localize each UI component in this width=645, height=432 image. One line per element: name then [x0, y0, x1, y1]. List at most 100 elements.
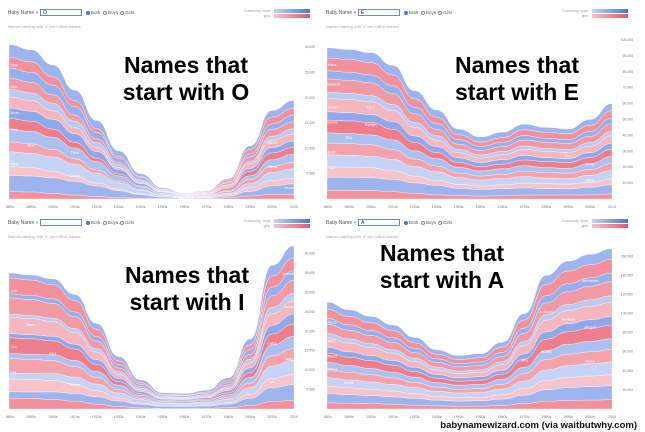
radio-both[interactable]: Both	[86, 10, 100, 15]
x-tick-label: 1900s	[48, 205, 58, 209]
boy-name-stream-13[interactable]	[8, 44, 295, 195]
boy-name-stream-13[interactable]	[326, 47, 613, 143]
name-search-input[interactable]: E	[358, 9, 400, 16]
toolbar-label: Baby Name »	[326, 220, 357, 226]
x-tick-label: 2010	[608, 205, 616, 209]
chart-subtitle: Names starting with 'X' per million babi…	[8, 24, 81, 29]
radio-boys[interactable]: Boys	[103, 220, 118, 225]
radio-girls[interactable]: Girls	[120, 10, 134, 15]
y-tick-label: 100,000	[621, 312, 633, 316]
x-tick-label: 1960s	[497, 205, 507, 209]
x-tick-label: 1920s	[410, 205, 420, 209]
y-tick-label: 60,000	[623, 102, 633, 106]
radio-boys[interactable]: Boys	[421, 220, 436, 225]
x-tick-label: 1880s	[324, 415, 332, 419]
radio-both[interactable]: Both	[404, 10, 418, 15]
x-tick-label: 2010	[608, 415, 616, 419]
y-tick-label: 25,000	[305, 310, 315, 314]
stream-name-label: Emily	[585, 163, 594, 167]
stream-name-label: Ora	[11, 128, 18, 132]
radio-girls[interactable]: Girls	[120, 220, 134, 225]
x-tick-label: 1980s	[223, 205, 233, 209]
x-tick-label: 1890s	[344, 205, 354, 209]
legend-label-boys: Commonly: boys	[561, 219, 588, 223]
stream-name-label: Ella	[346, 136, 353, 140]
radio-girls[interactable]: Girls	[438, 220, 452, 225]
stream-name-label: Oscar	[284, 186, 295, 190]
radio-both[interactable]: Both	[404, 220, 418, 225]
x-tick-label: 1900s	[48, 415, 58, 419]
radio-both[interactable]: Both	[86, 220, 100, 225]
x-tick-label: 1880s	[6, 205, 14, 209]
x-tick-label: 1890s	[26, 205, 36, 209]
name-search-input[interactable]	[40, 219, 82, 226]
stacked-area-chart: 1880s 1890s 1900s 1910s 1920s 1930s 1940s 1950s…	[6, 242, 315, 419]
chart-panel-a: Baby Name » A Both Boys Girls Commonly: …	[324, 216, 634, 421]
legend-bar-boys	[592, 9, 628, 13]
stacked-area-chart: 1880s 1890s 1900s 1910s 1920s 1930s 1940s 1950s…	[324, 32, 633, 209]
x-tick-label: 2010	[290, 415, 298, 419]
legend-bar-girls	[592, 224, 628, 228]
y-tick-label: 20,000	[305, 96, 315, 100]
x-tick-label: 1970s	[519, 415, 529, 419]
stream-name-label: Owen	[267, 141, 277, 145]
legend-label-girls: girls	[581, 14, 588, 18]
stream-name-label: Isabella	[282, 272, 296, 276]
x-tick-label: 1960s	[497, 415, 507, 419]
x-tick-label: 1980s	[223, 415, 233, 419]
legend-bar-boys	[274, 219, 310, 223]
legend-label-boys: Commonly: boys	[243, 9, 270, 13]
stream-name-label: Irving	[70, 383, 79, 387]
stream-name-label: Ida	[11, 289, 17, 293]
y-tick-label: 10,000	[623, 181, 633, 185]
x-tick-label: 2010	[290, 205, 298, 209]
boy-name-stream-13[interactable]	[8, 245, 295, 396]
stream-name-label: Isabel	[267, 341, 277, 345]
y-tick-label: 120,000	[621, 292, 633, 296]
radio-boys[interactable]: Boys	[421, 10, 436, 15]
y-tick-label: 100,000	[621, 38, 633, 42]
x-tick-label: 2000s	[585, 205, 595, 209]
legend: Commonly: boys girls	[240, 218, 310, 230]
y-tick-label: 30,000	[305, 45, 315, 49]
stream-name-label: Evelyn	[365, 123, 376, 127]
stream-name-label: Oscar	[9, 162, 20, 166]
y-tick-label: 35,000	[305, 271, 315, 275]
y-tick-label: 20,000	[305, 329, 315, 333]
x-tick-label: 1990s	[245, 205, 255, 209]
chart-panel-i: Baby Name » Both Boys Girls Commonly: bo…	[6, 216, 316, 421]
stream-name-label: Alice	[328, 340, 336, 344]
x-tick-label: 1970s	[201, 205, 211, 209]
legend-bar-boys	[274, 9, 310, 13]
legend-label-girls: girls	[581, 224, 588, 228]
x-tick-label: 1930s	[432, 415, 442, 419]
legend: Commonly: boys girls	[240, 8, 310, 20]
y-tick-label: 30,000	[623, 149, 633, 153]
boy-name-stream-13[interactable]	[326, 248, 613, 360]
toolbar-label: Baby Name »	[8, 10, 39, 16]
y-tick-label: 40,000	[623, 133, 633, 137]
stream-name-label: Ira	[12, 371, 17, 375]
stacked-area-chart: 1880s 1890s 1900s 1910s 1920s 1930s 1940s 1950s…	[6, 32, 315, 209]
y-tick-label: 80,000	[623, 70, 633, 74]
stream-name-label: Earl	[329, 166, 336, 170]
x-tick-label: 1900s	[366, 205, 376, 209]
x-tick-label: 1910s	[70, 415, 80, 419]
stream-name-label: Aiden	[585, 360, 595, 364]
name-search-input[interactable]: A	[358, 219, 400, 226]
x-tick-label: 1950s	[158, 415, 168, 419]
radio-girls[interactable]: Girls	[438, 10, 452, 15]
toolbar-label: Baby Name »	[8, 220, 39, 226]
name-search-input[interactable]: O	[40, 9, 82, 16]
legend-label-boys: Commonly: boys	[561, 9, 588, 13]
x-tick-label: 2000s	[267, 205, 277, 209]
stream-name-label: Elizabeth	[324, 83, 340, 87]
toolbar: Baby Name » Both Boys Girls Commonly: bo…	[6, 216, 316, 232]
stream-name-label: Emma	[327, 120, 339, 124]
legend: Commonly: boys girls	[558, 218, 628, 230]
stream-name-label: Ethan	[585, 179, 595, 183]
legend-label-girls: girls	[263, 14, 270, 18]
x-tick-label: 1930s	[114, 415, 124, 419]
radio-boys[interactable]: Boys	[103, 10, 118, 15]
y-tick-label: 140,000	[621, 273, 633, 277]
